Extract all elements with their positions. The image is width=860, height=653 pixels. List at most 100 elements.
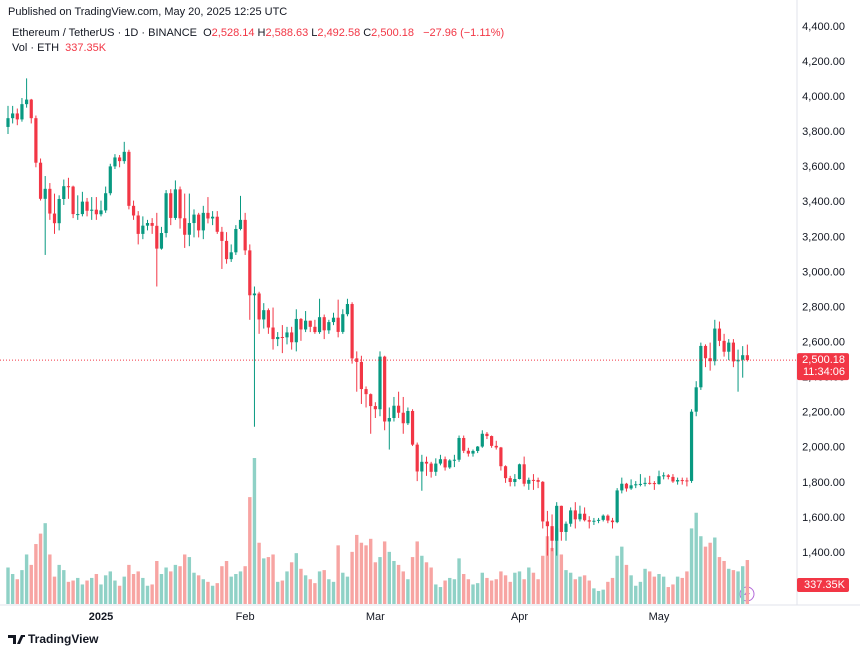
volume-bar: [727, 568, 731, 604]
candle-body: [317, 317, 322, 333]
volume-bar: [545, 536, 550, 604]
volume-bar: [582, 575, 587, 604]
volume-bar: [736, 571, 740, 604]
candle-body: [308, 320, 312, 327]
candle-body: [745, 355, 749, 361]
candle-body: [80, 201, 84, 215]
volume-bar: [522, 579, 526, 604]
volume-bar: [303, 575, 308, 604]
volume-bar: [731, 570, 736, 604]
candle-body: [731, 342, 735, 362]
last-price-label: 2,500.18: [802, 354, 845, 366]
volume-bar: [276, 581, 280, 604]
candle-body: [383, 356, 387, 422]
last-price-box: [797, 353, 849, 381]
candle-body: [448, 460, 452, 468]
candle-body: [224, 240, 229, 260]
candle-body: [564, 523, 568, 532]
volume-bar: [424, 562, 429, 604]
volume-bar: [373, 562, 378, 604]
volume-bar: [15, 579, 19, 604]
candle-body: [508, 478, 512, 482]
candle-body: [280, 336, 284, 338]
volume-bar: [480, 572, 484, 604]
candle-body: [336, 317, 340, 332]
candle-body: [150, 223, 154, 226]
volume-bar: [452, 579, 457, 604]
candle-body: [201, 212, 205, 231]
volume-bar: [564, 570, 568, 604]
volume-bar: [141, 577, 145, 604]
volume-bar: [196, 575, 201, 604]
volume-bar: [410, 557, 415, 604]
candle-body: [420, 461, 424, 472]
volume-bar: [192, 572, 196, 604]
volume-bar: [80, 584, 85, 604]
volume-bar: [10, 574, 15, 604]
x-tick-label: Apr: [511, 611, 528, 623]
candle-body: [15, 113, 19, 120]
candle-body: [234, 228, 238, 253]
volume-bar: [443, 580, 447, 604]
volume-bar: [257, 542, 261, 604]
candle-body: [34, 118, 38, 163]
candle-body: [369, 394, 373, 407]
volume-bar: [271, 554, 275, 604]
volume-bar: [94, 574, 99, 604]
volume-bar: [20, 570, 24, 604]
volume-bar: [229, 576, 233, 604]
volume-bar: [355, 534, 359, 604]
volume-bar: [648, 571, 652, 604]
volume-bar: [136, 571, 140, 604]
candle-body: [676, 480, 680, 482]
volume-bar: [131, 574, 136, 604]
volume-bar: [6, 567, 10, 604]
candle-body: [536, 480, 540, 482]
candle-body: [355, 358, 359, 362]
volume-bar: [34, 544, 38, 604]
volume-bar: [462, 574, 466, 604]
volume-bar: [401, 571, 405, 604]
candle-body: [648, 482, 652, 484]
candle-body: [727, 342, 731, 352]
candle-body: [490, 436, 494, 446]
candle-body: [671, 476, 675, 482]
candle-body: [243, 219, 247, 251]
ohlc-value: 2,588.63: [265, 27, 309, 39]
y-tick-label: 4,000.00: [802, 91, 845, 103]
y-tick-label: 3,600.00: [802, 161, 845, 173]
candle-body: [722, 340, 726, 352]
candle-body: [522, 464, 526, 484]
candle-body: [71, 186, 75, 215]
volume-bar: [541, 555, 545, 604]
volume-bar: [494, 579, 498, 604]
volume-bar: [634, 585, 638, 604]
candle-body: [596, 519, 601, 521]
candle-body: [555, 505, 559, 541]
volume-bar: [262, 558, 266, 604]
y-tick-label: 1,600.00: [802, 512, 845, 524]
volume-bar: [396, 564, 401, 604]
candle-body: [527, 479, 531, 484]
volume-bar: [489, 580, 494, 604]
candle-body: [503, 466, 508, 479]
candle-body: [531, 479, 536, 481]
volume-bar: [717, 557, 722, 604]
volume-bar: [210, 585, 215, 604]
volume-bar: [62, 570, 66, 604]
candle-body: [238, 219, 243, 229]
volume-bar: [448, 577, 452, 604]
candle-body: [708, 358, 712, 362]
candle-body: [434, 463, 438, 472]
ohlc-key: L: [311, 27, 318, 39]
candle-body: [629, 485, 633, 489]
volume-bar: [703, 546, 708, 604]
candle-body: [345, 304, 350, 315]
volume-bar: [280, 580, 285, 604]
volume-bar: [187, 557, 192, 604]
volume-bar: [568, 572, 573, 604]
volume-bar: [103, 575, 108, 604]
candle-body: [38, 162, 43, 199]
candle-body: [559, 505, 563, 532]
candle-body: [587, 520, 591, 522]
